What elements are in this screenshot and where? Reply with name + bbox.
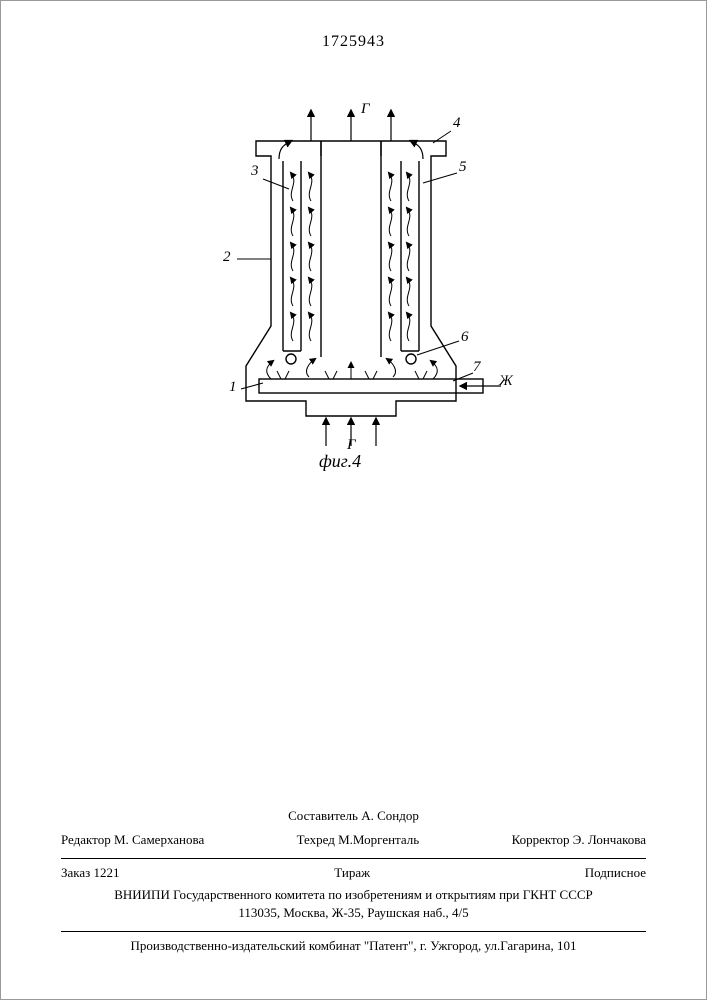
institution-line: ВНИИПИ Государственного комитета по изоб… (61, 887, 646, 903)
print-run: Тираж (334, 865, 370, 881)
compiler-line: Составитель А. Сондор (61, 808, 646, 824)
callout-2: 2 (223, 249, 231, 266)
figure-4-diagram: 1 2 3 4 5 6 7 Г Г Ж фиг.4 (201, 101, 501, 461)
editor-credit: Редактор М. Самерханова (61, 832, 204, 848)
figure-svg (201, 101, 501, 461)
patent-number: 1725943 (1, 33, 706, 51)
callout-5: 5 (459, 159, 467, 176)
callout-4: 4 (453, 115, 461, 132)
order-number: Заказ 1221 (61, 865, 120, 881)
patent-page: 1725943 (0, 0, 707, 1000)
address-line: 113035, Москва, Ж-35, Раушская наб., 4/5 (61, 905, 646, 921)
order-row: Заказ 1221 Тираж Подписное (61, 865, 646, 881)
subscription: Подписное (585, 865, 646, 881)
flow-label-right: Ж (499, 373, 513, 390)
footer-block: Составитель А. Сондор Редактор М. Самерх… (61, 808, 646, 954)
techred-credit: Техред М.Моргенталь (297, 832, 420, 848)
figure-caption: фиг.4 (319, 451, 361, 472)
divider-2 (61, 931, 646, 932)
callout-3: 3 (251, 163, 259, 180)
publisher-line: Производственно-издательский комбинат "П… (61, 938, 646, 954)
callout-7: 7 (473, 359, 481, 376)
callout-6: 6 (461, 329, 469, 346)
credits-row: Редактор М. Самерханова Техред М.Моргент… (61, 832, 646, 848)
corrector-credit: Корректор Э. Лончакова (512, 832, 646, 848)
callout-1: 1 (229, 379, 237, 396)
divider-1 (61, 858, 646, 859)
flow-label-top: Г (361, 101, 370, 118)
